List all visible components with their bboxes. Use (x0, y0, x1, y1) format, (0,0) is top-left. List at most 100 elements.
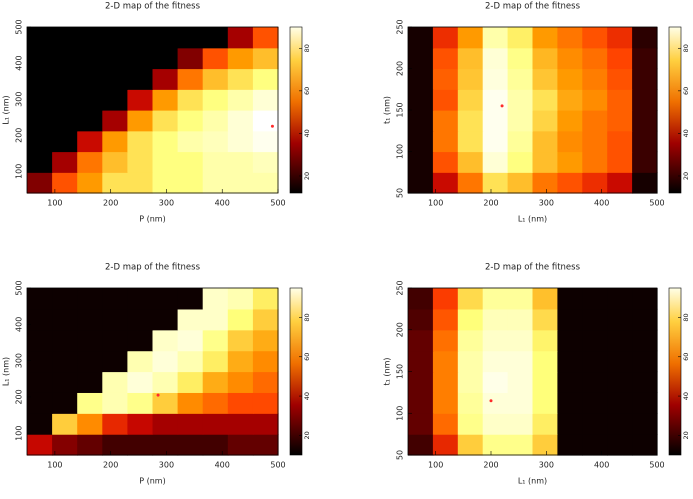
heatmap-cell (532, 350, 558, 373)
heatmap-cell (507, 151, 534, 173)
heatmap-cell (27, 151, 53, 173)
heatmap-cell (408, 68, 434, 90)
y-tick-label: 100 (15, 426, 24, 441)
heatmap-cell (632, 413, 658, 435)
y-tick-label: 150 (396, 364, 405, 379)
heatmap-cell (457, 172, 484, 194)
heatmap-cell (127, 308, 154, 331)
heatmap-cell (127, 392, 154, 414)
heatmap-cell (102, 329, 128, 352)
heatmap-cell (52, 308, 78, 331)
heatmap-cell (27, 392, 53, 414)
heatmap-cell (77, 308, 103, 331)
heatmap-cell (457, 413, 484, 435)
x-tick-label: 100 (47, 461, 62, 470)
heatmap-cell (507, 110, 534, 132)
heatmap-cell (408, 329, 434, 352)
heatmap-cell (507, 413, 534, 435)
heatmap-cell (507, 172, 534, 194)
heatmap-cell (507, 89, 534, 111)
heatmap-cell (102, 392, 128, 414)
heatmap-cell (532, 130, 558, 153)
heatmap-cell (102, 110, 128, 132)
y-tick-label: 200 (15, 389, 24, 404)
heatmap-cell (408, 308, 434, 331)
heatmap-cell (507, 27, 534, 49)
heatmap-cell (457, 110, 484, 132)
heatmap-cell (457, 288, 484, 310)
x-tick-label: 500 (270, 461, 285, 470)
heatmap-cell (408, 130, 434, 153)
x-tick-label: 100 (428, 199, 443, 208)
heatmap-cell (408, 110, 434, 132)
x-tick-label: 200 (483, 461, 498, 470)
heatmap-cell (607, 151, 633, 173)
heatmap-cell (532, 172, 558, 194)
heatmap-cell (27, 47, 53, 70)
heatmap-cell (52, 89, 78, 111)
colorbar (289, 287, 303, 456)
heatmap-cell (202, 434, 229, 456)
heatmap-cell (582, 172, 608, 194)
plot-title: 2-D map of the fitness (485, 263, 581, 273)
y-tick-label: 150 (396, 102, 405, 117)
heatmap-cell (227, 27, 254, 49)
heatmap-cell (127, 130, 154, 153)
heatmap-cell (127, 371, 154, 393)
heatmap-cell (457, 392, 484, 414)
heatmap-cell (102, 288, 128, 310)
heatmap-cell (77, 371, 103, 393)
heatmap-cell (202, 68, 229, 90)
heatmap-cell (582, 434, 608, 456)
y-axis-label: L₁ (nm) (2, 357, 11, 386)
heatmap-cell (557, 350, 583, 373)
colorbar-tick-label: 60 (682, 87, 690, 95)
y-tick-label: 200 (15, 128, 24, 143)
x-axis-label: L₁ (nm) (518, 215, 547, 224)
heatmap-cell (432, 308, 459, 331)
heatmap-cell (152, 413, 179, 435)
heatmap-cell (227, 130, 254, 153)
heatmap-cell (557, 68, 583, 90)
heatmap-cell (582, 47, 608, 70)
heatmap-cell (557, 151, 583, 173)
heatmap-cell (152, 308, 179, 331)
heatmap-cell (532, 392, 558, 414)
heatmap-cell (127, 413, 154, 435)
heatmap-cell (607, 172, 633, 194)
heatmap-cell (152, 434, 179, 456)
heatmap-cell (432, 89, 459, 111)
heatmap-cell (557, 130, 583, 153)
heatmap-cell (77, 151, 103, 173)
heatmap-cell (52, 371, 78, 393)
heatmap-cell (482, 308, 509, 331)
plot-title: 2-D map of the fitness (105, 2, 201, 12)
heatmap-cell (482, 89, 509, 111)
colorbar-tick-label: 20 (682, 431, 690, 439)
colorbar (668, 287, 682, 456)
heatmap-cell (532, 371, 558, 393)
heatmap-cell (227, 350, 254, 373)
heatmap-cell (177, 288, 204, 310)
heatmap-cell (507, 371, 534, 393)
x-tick-label: 300 (159, 461, 174, 470)
heatmap-cell (177, 172, 204, 194)
x-tick-label: 500 (649, 199, 664, 208)
heatmap-cell (77, 392, 103, 414)
heatmap-cell (582, 413, 608, 435)
heatmap-cell (202, 329, 229, 352)
y-tick-label: 300 (15, 92, 24, 107)
heatmap-cell (607, 130, 633, 153)
heatmap-cell (177, 350, 204, 373)
heatmap-cell (227, 329, 254, 352)
heatmap-cell (127, 350, 154, 373)
heatmap-cell (582, 110, 608, 132)
y-tick-label: 500 (15, 19, 24, 34)
heatmap-cell (227, 110, 254, 132)
heatmap-cell (507, 288, 534, 310)
heatmap-cell (408, 89, 434, 111)
heatmap-cell (152, 350, 179, 373)
colorbar-tick-label: 80 (682, 313, 690, 321)
heatmap-cell (252, 130, 279, 153)
heatmap-cell (607, 47, 633, 70)
